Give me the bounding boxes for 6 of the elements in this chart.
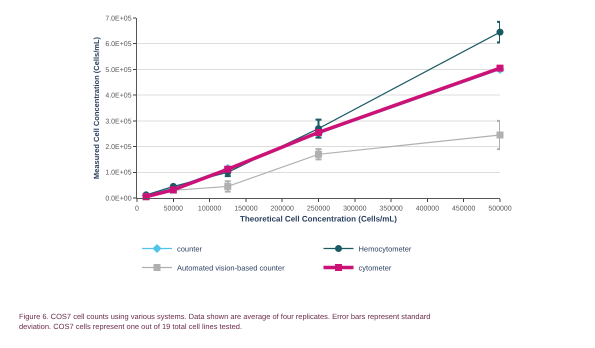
x-axis-title: Theoretical Cell Concentration (Cells/mL) (240, 214, 398, 224)
point (315, 128, 322, 136)
point (315, 150, 322, 158)
point (224, 182, 232, 190)
point (496, 28, 504, 36)
point (496, 132, 504, 138)
